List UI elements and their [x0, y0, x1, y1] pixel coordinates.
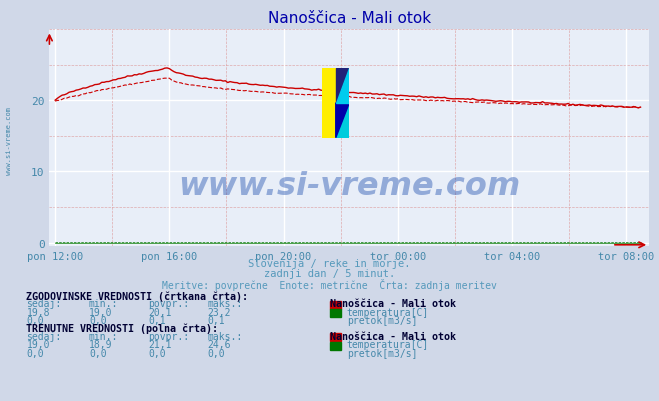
- Text: 20,1: 20,1: [148, 307, 172, 317]
- Text: 0,1: 0,1: [208, 315, 225, 325]
- Text: temperatura[C]: temperatura[C]: [347, 339, 429, 349]
- Text: Meritve: povprečne  Enote: metrične  Črta: zadnja meritev: Meritve: povprečne Enote: metrične Črta:…: [162, 279, 497, 291]
- Text: 0,0: 0,0: [26, 315, 44, 325]
- Text: 21,1: 21,1: [148, 339, 172, 349]
- Text: zadnji dan / 5 minut.: zadnji dan / 5 minut.: [264, 269, 395, 279]
- Text: 19,0: 19,0: [89, 307, 113, 317]
- Text: sedaj:: sedaj:: [26, 331, 61, 341]
- Text: Slovenija / reke in morje.: Slovenija / reke in morje.: [248, 259, 411, 269]
- Text: Nanoščica - Mali otok: Nanoščica - Mali otok: [330, 299, 455, 309]
- Text: www.si-vreme.com: www.si-vreme.com: [178, 170, 521, 201]
- Text: min.:: min.:: [89, 299, 119, 309]
- Text: 0,0: 0,0: [148, 348, 166, 358]
- Text: 18,9: 18,9: [89, 339, 113, 349]
- Text: sedaj:: sedaj:: [26, 299, 61, 309]
- Text: www.si-vreme.com: www.si-vreme.com: [5, 106, 12, 174]
- Text: pretok[m3/s]: pretok[m3/s]: [347, 315, 417, 325]
- Text: 0,0: 0,0: [26, 348, 44, 358]
- Text: pretok[m3/s]: pretok[m3/s]: [347, 348, 417, 358]
- Text: ZGODOVINSKE VREDNOSTI (črtkana črta):: ZGODOVINSKE VREDNOSTI (črtkana črta):: [26, 291, 248, 301]
- Text: maks.:: maks.:: [208, 331, 243, 341]
- Text: maks.:: maks.:: [208, 299, 243, 309]
- Text: temperatura[C]: temperatura[C]: [347, 307, 429, 317]
- Text: 0,0: 0,0: [208, 348, 225, 358]
- Text: 24,6: 24,6: [208, 339, 231, 349]
- Title: Nanoščica - Mali otok: Nanoščica - Mali otok: [268, 11, 431, 26]
- Text: 0,1: 0,1: [148, 315, 166, 325]
- Text: Nanoščica - Mali otok: Nanoščica - Mali otok: [330, 331, 455, 341]
- Text: povpr.:: povpr.:: [148, 331, 189, 341]
- Text: TRENUTNE VREDNOSTI (polna črta):: TRENUTNE VREDNOSTI (polna črta):: [26, 323, 218, 333]
- Text: 19,0: 19,0: [26, 339, 50, 349]
- Text: 0,0: 0,0: [89, 315, 107, 325]
- Text: 0,0: 0,0: [89, 348, 107, 358]
- Text: 19,8: 19,8: [26, 307, 50, 317]
- Text: 23,2: 23,2: [208, 307, 231, 317]
- Text: min.:: min.:: [89, 331, 119, 341]
- Text: povpr.:: povpr.:: [148, 299, 189, 309]
